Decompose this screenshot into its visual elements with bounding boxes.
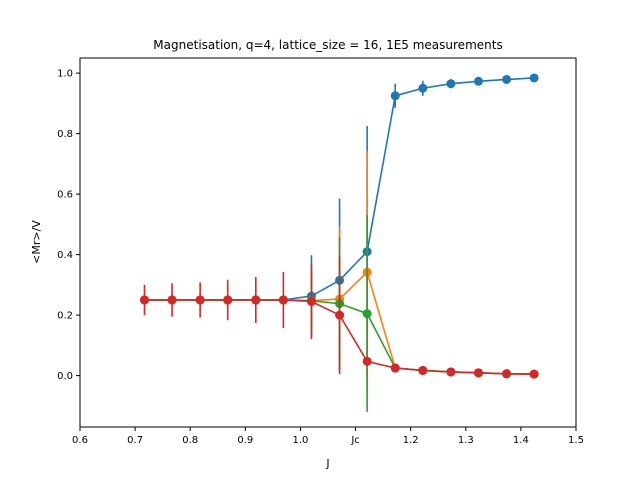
- x-tick-label: 0.9: [237, 435, 253, 446]
- axes-frame: [79, 57, 577, 428]
- x-tick-label: 1.2: [403, 435, 419, 446]
- data-point: [278, 295, 288, 305]
- data-point: [251, 295, 261, 305]
- y-tick-label: 0.0: [57, 371, 73, 382]
- plot-area: [139, 73, 539, 412]
- data-point: [446, 367, 456, 377]
- data-point: [418, 365, 428, 375]
- data-point: [390, 91, 400, 101]
- x-tick-label: 1.4: [513, 435, 529, 446]
- data-point: [195, 295, 205, 305]
- x-tick-label: 0.8: [182, 435, 198, 446]
- x-tick-label: 1.0: [292, 435, 308, 446]
- data-point: [362, 309, 372, 319]
- x-tick-label: 1.3: [458, 435, 474, 446]
- y-tick-label: 1.0: [57, 69, 73, 80]
- y-axis-label: <Mr>/V: [30, 220, 43, 264]
- data-point: [335, 310, 345, 320]
- x-tick-label: 0.7: [127, 435, 143, 446]
- data-point: [473, 76, 483, 86]
- chart-title: Magnetisation, q=4, lattice_size = 16, 1…: [153, 38, 502, 52]
- data-point: [362, 356, 372, 366]
- y-tick-label: 0.6: [57, 190, 73, 201]
- data-point: [529, 369, 539, 379]
- data-point: [139, 295, 149, 305]
- x-tick-label: 1.5: [568, 435, 584, 446]
- data-point: [418, 83, 428, 93]
- series-4: [139, 256, 539, 379]
- data-point: [223, 295, 233, 305]
- x-tick-label: Jc: [350, 435, 359, 446]
- y-tick-label: 0.8: [57, 129, 73, 140]
- y-tick-label: 0.4: [57, 250, 73, 261]
- x-axis-label: J: [325, 457, 329, 470]
- data-point: [473, 368, 483, 378]
- data-point: [167, 295, 177, 305]
- x-tick-label: 0.6: [72, 435, 88, 446]
- data-point: [446, 79, 456, 89]
- data-point: [502, 74, 512, 84]
- data-point: [529, 73, 539, 83]
- axis-ticks: 0.6 0.7 0.8 0.9 1.0 Jc 1.2 1.3 1.4 1.5 0.0 0.2 0.4 0.…: [57, 69, 584, 446]
- data-point: [502, 369, 512, 379]
- data-point: [390, 363, 400, 373]
- data-point: [306, 296, 316, 306]
- y-tick-label: 0.2: [57, 311, 73, 322]
